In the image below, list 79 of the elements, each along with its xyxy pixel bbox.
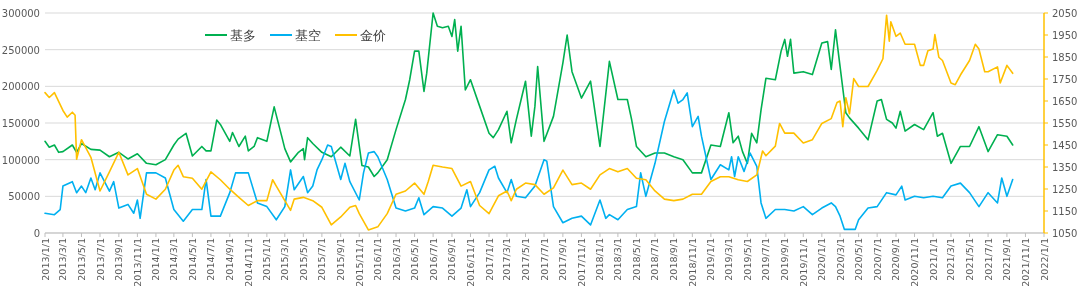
x-tick-label: 2015/11/1 bbox=[353, 238, 365, 287]
x-tick-label: 2020/5/1 bbox=[853, 238, 865, 281]
x-tick-label: 2015/5/1 bbox=[297, 238, 309, 281]
y2-tick-label: 1950 bbox=[1052, 30, 1078, 41]
y-tick-label: 200000 bbox=[1, 81, 40, 93]
x-tick-label: 2014/5/1 bbox=[186, 238, 198, 281]
x-tick-label: 2013/3/1 bbox=[57, 238, 69, 281]
x-tick-label: 2013/5/1 bbox=[75, 238, 87, 281]
x-tick-label: 2020/9/1 bbox=[890, 238, 902, 281]
x-tick-label: 2018/11/1 bbox=[686, 238, 698, 287]
x-tick-label: 2017/9/1 bbox=[557, 238, 569, 281]
x-tick-label: 2019/11/1 bbox=[797, 238, 809, 287]
x-tick-label: 2014/9/1 bbox=[224, 238, 236, 281]
x-tick-label: 2017/3/1 bbox=[501, 238, 513, 281]
y2-tick-label: 1850 bbox=[1052, 52, 1078, 63]
x-tick-label: 2017/11/1 bbox=[575, 238, 587, 287]
y2-tick-label: 1750 bbox=[1052, 74, 1078, 85]
x-tick-label: 2020/3/1 bbox=[834, 238, 846, 281]
y-tick-label: 250000 bbox=[1, 44, 40, 56]
x-tick-label: 2020/1/1 bbox=[816, 238, 828, 281]
legend-label: 金价 bbox=[360, 28, 386, 43]
line-series bbox=[44, 14, 1014, 231]
y-tick-label: 100000 bbox=[1, 154, 40, 166]
x-tick-label: 2021/9/1 bbox=[1001, 238, 1013, 281]
x-tick-label: 2015/7/1 bbox=[316, 238, 328, 281]
x-tick-label: 2013/7/1 bbox=[94, 238, 106, 281]
y-tick-label: 50000 bbox=[8, 191, 40, 203]
x-tick-label: 2014/11/1 bbox=[242, 238, 254, 287]
x-tick-label: 2018/1/1 bbox=[594, 238, 606, 281]
x-tick-label: 2017/5/1 bbox=[520, 238, 531, 281]
y-tick-label: 300000 bbox=[1, 8, 40, 19]
x-tick-label: 2013/11/1 bbox=[131, 238, 143, 287]
x-tick-label: 2016/7/1 bbox=[427, 238, 439, 281]
x-tick-label: 2015/1/1 bbox=[261, 238, 273, 281]
x-tick-label: 2015/9/1 bbox=[335, 238, 347, 281]
x-tick-label: 2014/1/1 bbox=[150, 238, 162, 281]
x-tick-label: 2020/7/1 bbox=[871, 238, 883, 281]
x-tick-label: 2017/1/1 bbox=[483, 238, 495, 281]
y2-tick-label: 1650 bbox=[1052, 96, 1078, 107]
x-tick-label: 2019/7/1 bbox=[760, 238, 772, 281]
x-tick-label: 2020/11/1 bbox=[909, 238, 921, 287]
y-tick-label: 150000 bbox=[1, 118, 40, 129]
line-series bbox=[44, 89, 1014, 231]
x-tick-label: 2016/9/1 bbox=[446, 238, 458, 281]
x-tick-label: 2021/1/1 bbox=[927, 238, 939, 281]
x-tick-label: 2015/3/1 bbox=[279, 238, 291, 281]
y2-tick-label: 1550 bbox=[1052, 118, 1078, 129]
y2-tick-label: 1050 bbox=[1052, 228, 1078, 239]
x-tick-label: 2018/5/1 bbox=[630, 238, 642, 281]
y2-tick-label: 2050 bbox=[1052, 8, 1078, 19]
x-tick-label: 2018/7/1 bbox=[649, 238, 661, 281]
x-tick-label: 2018/9/1 bbox=[668, 238, 680, 281]
y2-tick-label: 1250 bbox=[1052, 184, 1078, 195]
y2-tick-label: 1350 bbox=[1052, 162, 1078, 173]
x-tick-label: 2019/5/1 bbox=[741, 238, 753, 281]
x-tick-label: 2017/7/1 bbox=[538, 238, 550, 281]
x-tick-label: 2019/1/1 bbox=[705, 238, 717, 281]
x-tick-label: 2021/5/1 bbox=[964, 238, 976, 281]
y2-tick-label: 1150 bbox=[1052, 206, 1078, 217]
y2-tick-label: 1450 bbox=[1052, 140, 1078, 151]
x-tick-label: 2014/3/1 bbox=[168, 238, 180, 281]
x-tick-label: 2014/7/1 bbox=[205, 238, 217, 281]
x-tick-label: 2021/3/1 bbox=[945, 238, 957, 281]
x-tick-label: 2013/1/1 bbox=[39, 238, 51, 281]
x-tick-label: 2016/11/1 bbox=[464, 238, 476, 287]
x-tick-label: 2018/3/1 bbox=[612, 238, 624, 281]
x-tick-label: 2019/9/1 bbox=[779, 238, 791, 281]
legend-label: 基空 bbox=[295, 28, 321, 43]
x-tick-label: 2021/11/1 bbox=[1019, 238, 1031, 287]
line-series bbox=[44, 12, 1014, 178]
y-tick-label: 0 bbox=[33, 228, 40, 239]
legend-label: 基多 bbox=[230, 28, 256, 43]
x-tick-label: 2016/3/1 bbox=[390, 238, 402, 281]
x-tick-label: 2013/9/1 bbox=[113, 238, 125, 281]
x-tick-label: 2022/1/1 bbox=[1038, 238, 1050, 281]
x-tick-label: 2021/7/1 bbox=[982, 238, 994, 281]
x-tick-label: 2016/5/1 bbox=[409, 238, 421, 281]
x-tick-label: 2016/1/1 bbox=[372, 238, 384, 281]
x-tick-label: 2019/3/1 bbox=[723, 238, 735, 281]
